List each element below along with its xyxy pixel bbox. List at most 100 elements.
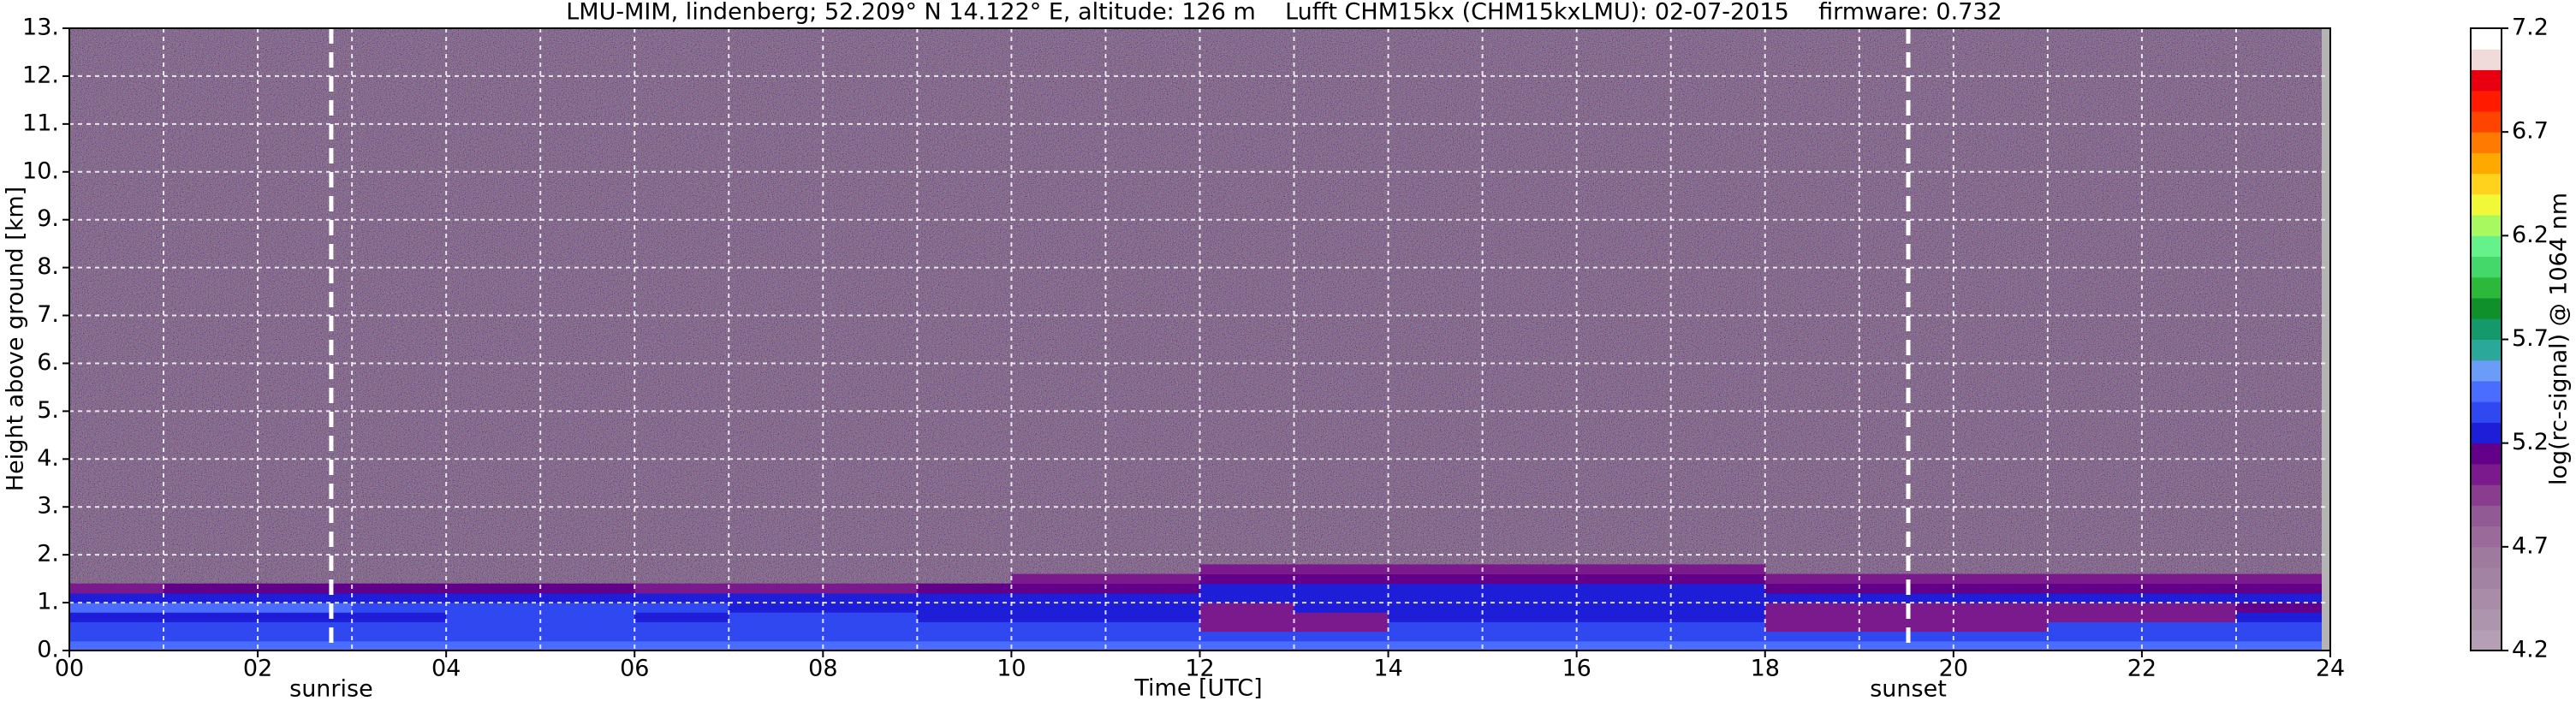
heatmap-cell [1388,583,1484,594]
annotation-label: sunset [1870,676,1947,703]
colorbar-step [2471,132,2502,153]
heatmap-cell [258,583,353,594]
heatmap-cell [352,612,447,622]
heatmap-cell [1953,631,2049,642]
colorbar-step [2471,526,2502,548]
heatmap-cell [2235,592,2331,603]
heatmap-cell [1764,612,1860,622]
heatmap-cell [1388,573,1484,585]
heatmap-cell [823,621,918,633]
heatmap-cell [69,640,164,651]
heatmap-cell [1482,583,1578,594]
heatmap-cell [917,621,1012,633]
heatmap-cell [1011,612,1106,622]
heatmap-cell [1388,640,1484,651]
x-tick-label: 12 [1185,656,1214,682]
colorbar-step [2471,276,2502,299]
heatmap-cell [1764,621,1860,633]
colorbar-step [2471,463,2502,485]
heatmap-cell [258,631,353,642]
heatmap-cell [540,631,635,642]
colorbar-step [2471,193,2502,216]
colorbar-step [2471,256,2502,278]
heatmap-cell [446,640,541,651]
heatmap-cell [164,631,259,642]
heatmap-cell [1576,603,1672,613]
heatmap-cell [1482,640,1578,651]
x-tick-label: 16 [1562,656,1591,682]
heatmap-cell [258,640,353,651]
heatmap-cell [352,631,447,642]
heatmap-cell [1859,573,1954,585]
heatmap-cell [1953,583,2049,594]
heatmap-cell [729,612,824,622]
heatmap-cell [729,592,824,603]
y-tick-label: 4. [37,445,59,472]
heatmap-cell [1105,621,1200,633]
heatmap-cell [352,603,447,613]
heatmap-cell [823,603,918,613]
heatmap-cell [446,631,541,642]
heatmap-cell [917,640,1012,651]
heatmap-cell [1576,621,1672,633]
heatmap-cell [1764,573,1860,585]
heatmap-cell [164,640,259,651]
x-tick-label: 20 [1939,656,1968,682]
heatmap-cell [352,592,447,603]
heatmap-cell [540,603,635,613]
heatmap-cell [446,603,541,613]
heatmap-cell [1199,564,1295,575]
heatmap-cell [2235,573,2331,585]
heatmap-cell [540,612,635,622]
heatmap-cell [1388,603,1484,613]
colorbar-tick-label: 6.2 [2512,222,2549,248]
colorbar-step [2471,110,2502,133]
y-tick-label: 7. [37,301,59,328]
heatmap-cell [1199,583,1295,594]
heatmap-cell [258,603,353,613]
heatmap-cell [1294,603,1389,613]
heatmap-cell [729,603,824,613]
y-axis-label: Height above ground [km] [3,187,29,491]
heatmap-cell [1011,573,1106,585]
heatmap-cell [634,583,729,594]
heatmap-cell [1388,631,1484,642]
y-tick-label: 13. [22,15,59,41]
heatmap-cell [1859,592,1954,603]
heatmap-cell [164,612,259,622]
colorbar-tick-label: 4.7 [2512,532,2549,559]
heatmap-cell [1105,603,1200,613]
heatmap-cell [1105,592,1200,603]
heatmap-cell [1482,631,1578,642]
heatmap-cell [1105,612,1200,622]
heatmap-cell [1199,592,1295,603]
colorbar-step [2471,28,2502,50]
heatmap-cell [2235,621,2331,633]
heatmap-cell [1482,612,1578,622]
y-tick-label: 12. [22,62,59,88]
heatmap-cell [1105,573,1200,585]
annotation-label: sunrise [289,676,373,703]
heatmap-cell [540,621,635,633]
heatmap-cell [1482,603,1578,613]
colorbar-step [2471,546,2502,568]
colorbar-step [2471,380,2502,402]
heatmap-cell [2047,573,2143,585]
x-tick-label: 00 [55,656,84,682]
heatmap-cell [2141,640,2237,651]
y-tick-label: 2. [37,541,59,567]
heatmap-cell [2047,583,2143,594]
x-tick-label: 06 [620,656,649,682]
heatmap-cell [1670,640,1766,651]
heatmap-cell [1105,631,1200,642]
heatmap-cell [1576,631,1672,642]
heatmap-cell [1953,573,2049,585]
heatmap-cell [2047,621,2143,633]
colorbar-step [2471,443,2502,465]
y-tick-label: 5. [37,397,59,424]
heatmap-cell [634,592,729,603]
heatmap-cell [164,603,259,613]
heatmap-cell [1011,592,1106,603]
colorbar-step [2471,235,2502,258]
colorbar-label: log(rc-signal) @ 1064 nm [2546,193,2573,485]
